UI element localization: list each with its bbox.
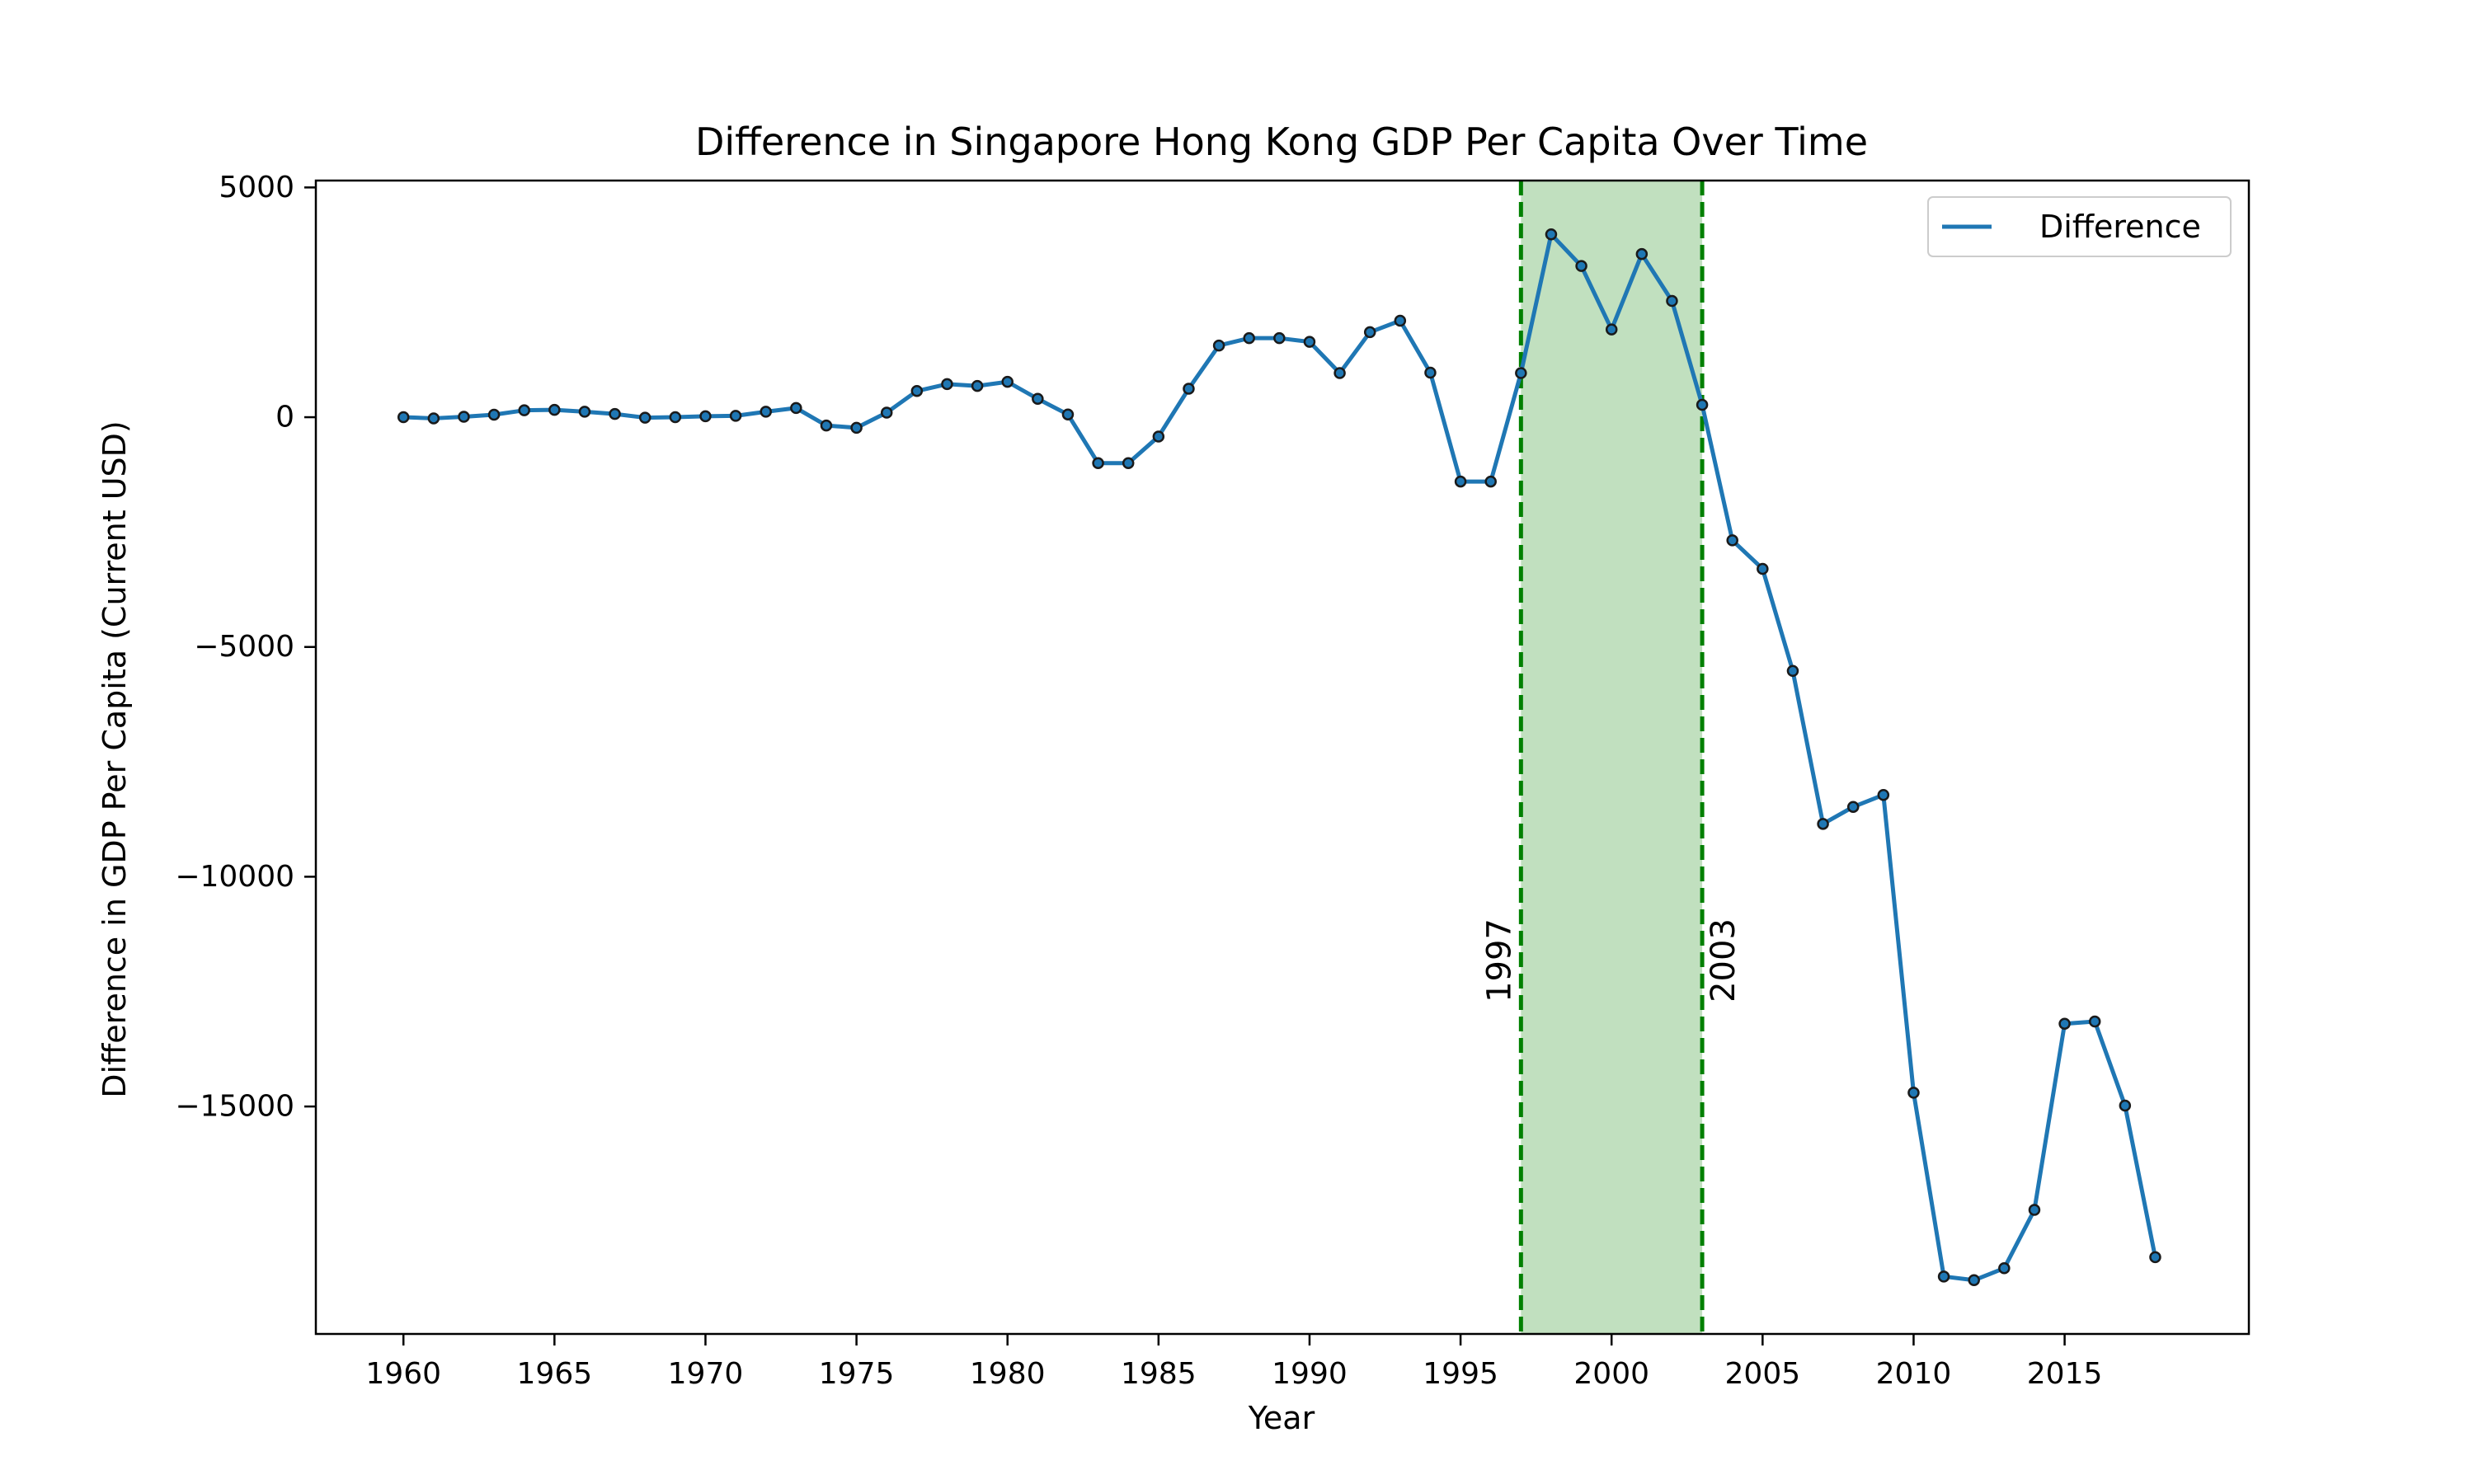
y-tick-label: 5000 [219, 171, 294, 204]
data-point [2088, 1015, 2101, 1028]
legend-label: Difference [2039, 209, 2201, 245]
data-point [1605, 323, 1618, 336]
data-point [1817, 818, 1829, 830]
x-tick-label: 1970 [668, 1357, 744, 1391]
data-point [548, 403, 561, 416]
data-point [397, 411, 410, 424]
data-point [1183, 383, 1195, 395]
data-point [1273, 331, 1286, 345]
data-point [1877, 788, 1890, 801]
data-point [941, 378, 953, 391]
axes-frame [314, 179, 2251, 1336]
data-point [1363, 326, 1376, 339]
data-point [1484, 475, 1497, 488]
series-line-difference [403, 232, 2157, 1283]
data-point [729, 410, 742, 422]
data-point [880, 406, 893, 419]
data-point [790, 402, 802, 415]
data-point [1666, 294, 1678, 308]
x-tick-label: 1975 [819, 1357, 895, 1391]
data-point [1937, 1270, 1950, 1283]
data-point [1394, 314, 1407, 327]
data-point [1696, 398, 1709, 411]
data-point [669, 411, 682, 424]
data-point [1424, 366, 1437, 379]
y-axis-label: Difference in GDP Per Capita (Current US… [96, 420, 133, 1097]
data-point [850, 421, 863, 434]
data-point [971, 379, 984, 392]
data-point [1061, 408, 1075, 420]
data-point [699, 410, 712, 423]
data-point [578, 406, 591, 418]
data-point [1212, 339, 1225, 352]
shaded-region [1521, 181, 1703, 1334]
x-tick-label: 1960 [365, 1357, 441, 1391]
data-point [458, 411, 470, 423]
data-point [910, 385, 924, 397]
data-point [1907, 1087, 1920, 1099]
data-point [1303, 336, 1316, 348]
data-point [2119, 1099, 2132, 1112]
data-point [1757, 562, 1769, 575]
data-point [1122, 457, 1135, 470]
data-point [820, 419, 833, 432]
data-point [609, 407, 621, 420]
data-point [1333, 367, 1346, 379]
x-tick-label: 1985 [1121, 1357, 1197, 1391]
data-point [1001, 375, 1014, 388]
data-point [427, 412, 440, 425]
data-point [1726, 534, 1738, 547]
vline-label-1997: 1997 [1480, 918, 1518, 1003]
x-tick-label: 1965 [517, 1357, 593, 1391]
data-point [487, 408, 501, 421]
data-point [2058, 1017, 2071, 1031]
data-point [1635, 247, 1649, 261]
x-tick-label: 2005 [1725, 1357, 1801, 1391]
data-point [638, 411, 651, 424]
data-point [1545, 228, 1558, 241]
data-point [1515, 367, 1527, 379]
data-point [1092, 457, 1104, 470]
data-point [1243, 331, 1255, 345]
chart-title: Difference in Singapore Hong Kong GDP Pe… [695, 120, 1868, 164]
y-tick-label: −15000 [175, 1090, 294, 1124]
data-point [1968, 1274, 1980, 1287]
data-point [1575, 260, 1587, 272]
data-point [518, 404, 530, 416]
x-tick-label: 2010 [1876, 1357, 1952, 1391]
data-point [1454, 475, 1467, 488]
x-tick-label: 1995 [1423, 1357, 1498, 1391]
data-point [1846, 801, 1860, 813]
y-tick-label: −10000 [175, 860, 294, 894]
legend-box [1927, 196, 2232, 257]
data-point [2028, 1204, 2041, 1216]
x-tick-label: 2015 [2027, 1357, 2103, 1391]
data-point [1786, 665, 1799, 677]
data-point [1998, 1262, 2011, 1275]
y-tick-label: 0 [275, 401, 294, 434]
x-tick-label: 1990 [1272, 1357, 1348, 1391]
data-point [1032, 392, 1044, 406]
x-tick-label: 2000 [1573, 1357, 1649, 1391]
data-point [1152, 430, 1165, 443]
x-axis-label: Year [1248, 1400, 1315, 1436]
data-point [760, 406, 772, 418]
y-tick-label: −5000 [194, 630, 294, 664]
vline-label-2003: 2003 [1705, 918, 1743, 1003]
data-point [2149, 1251, 2161, 1264]
plot-area: 1997 2003 1960 1965 1970 1975 1980 1985 1990 1995… [175, 171, 2251, 1391]
x-tick-label: 1980 [970, 1357, 1046, 1391]
